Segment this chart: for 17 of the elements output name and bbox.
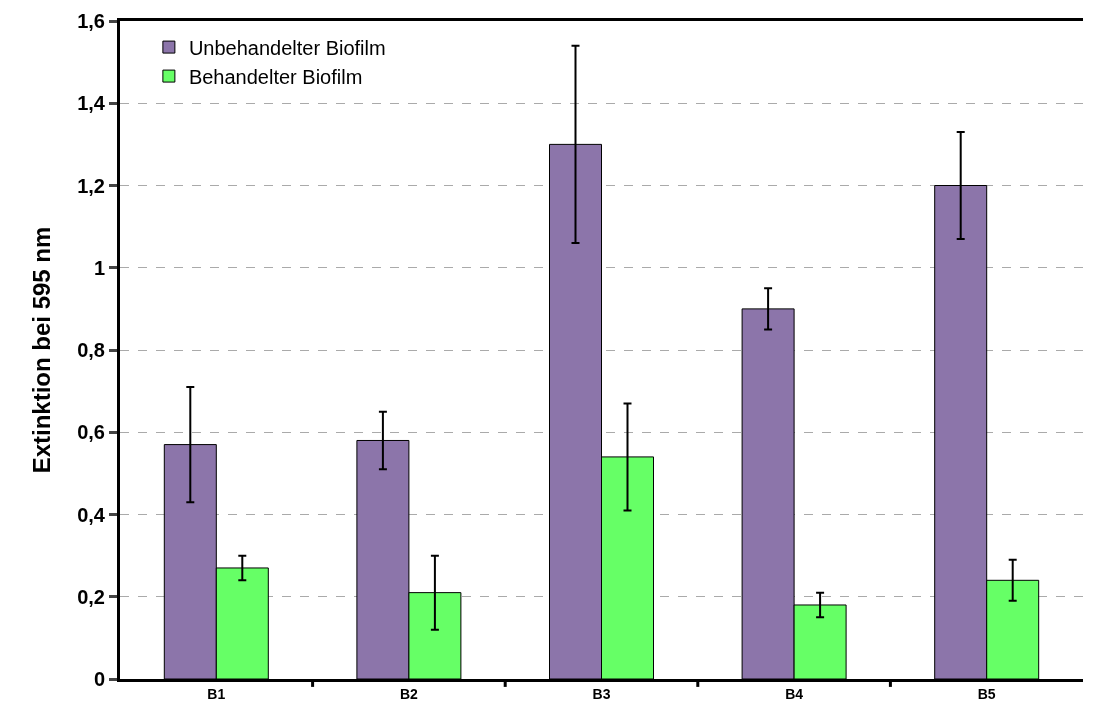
y-tick-label: 0,6: [77, 421, 105, 444]
y-tick-label: 1,4: [77, 92, 106, 115]
y-tick-label: 1,2: [77, 174, 105, 197]
y-tick-label: 1: [93, 256, 105, 279]
x-tick-label: B3: [592, 685, 611, 702]
y-axis-title: Extinktion bei 595 nm: [28, 226, 56, 474]
y-tick-label: 0: [93, 668, 105, 690]
x-tick-label: B5: [977, 685, 996, 702]
legend-label: Unbehandelter Biofilm: [188, 36, 386, 59]
legend-label: Behandelter Biofilm: [188, 65, 363, 88]
x-tick-label: B4: [785, 685, 804, 702]
y-tick-label: 0,8: [77, 339, 105, 361]
y-tick-label: 0,2: [77, 585, 105, 608]
y-tick-label: 1,6: [77, 10, 105, 32]
y-tick-label: 0,4: [77, 503, 106, 526]
x-tick-label: B1: [207, 685, 226, 702]
x-tick-label: B2: [399, 685, 419, 702]
